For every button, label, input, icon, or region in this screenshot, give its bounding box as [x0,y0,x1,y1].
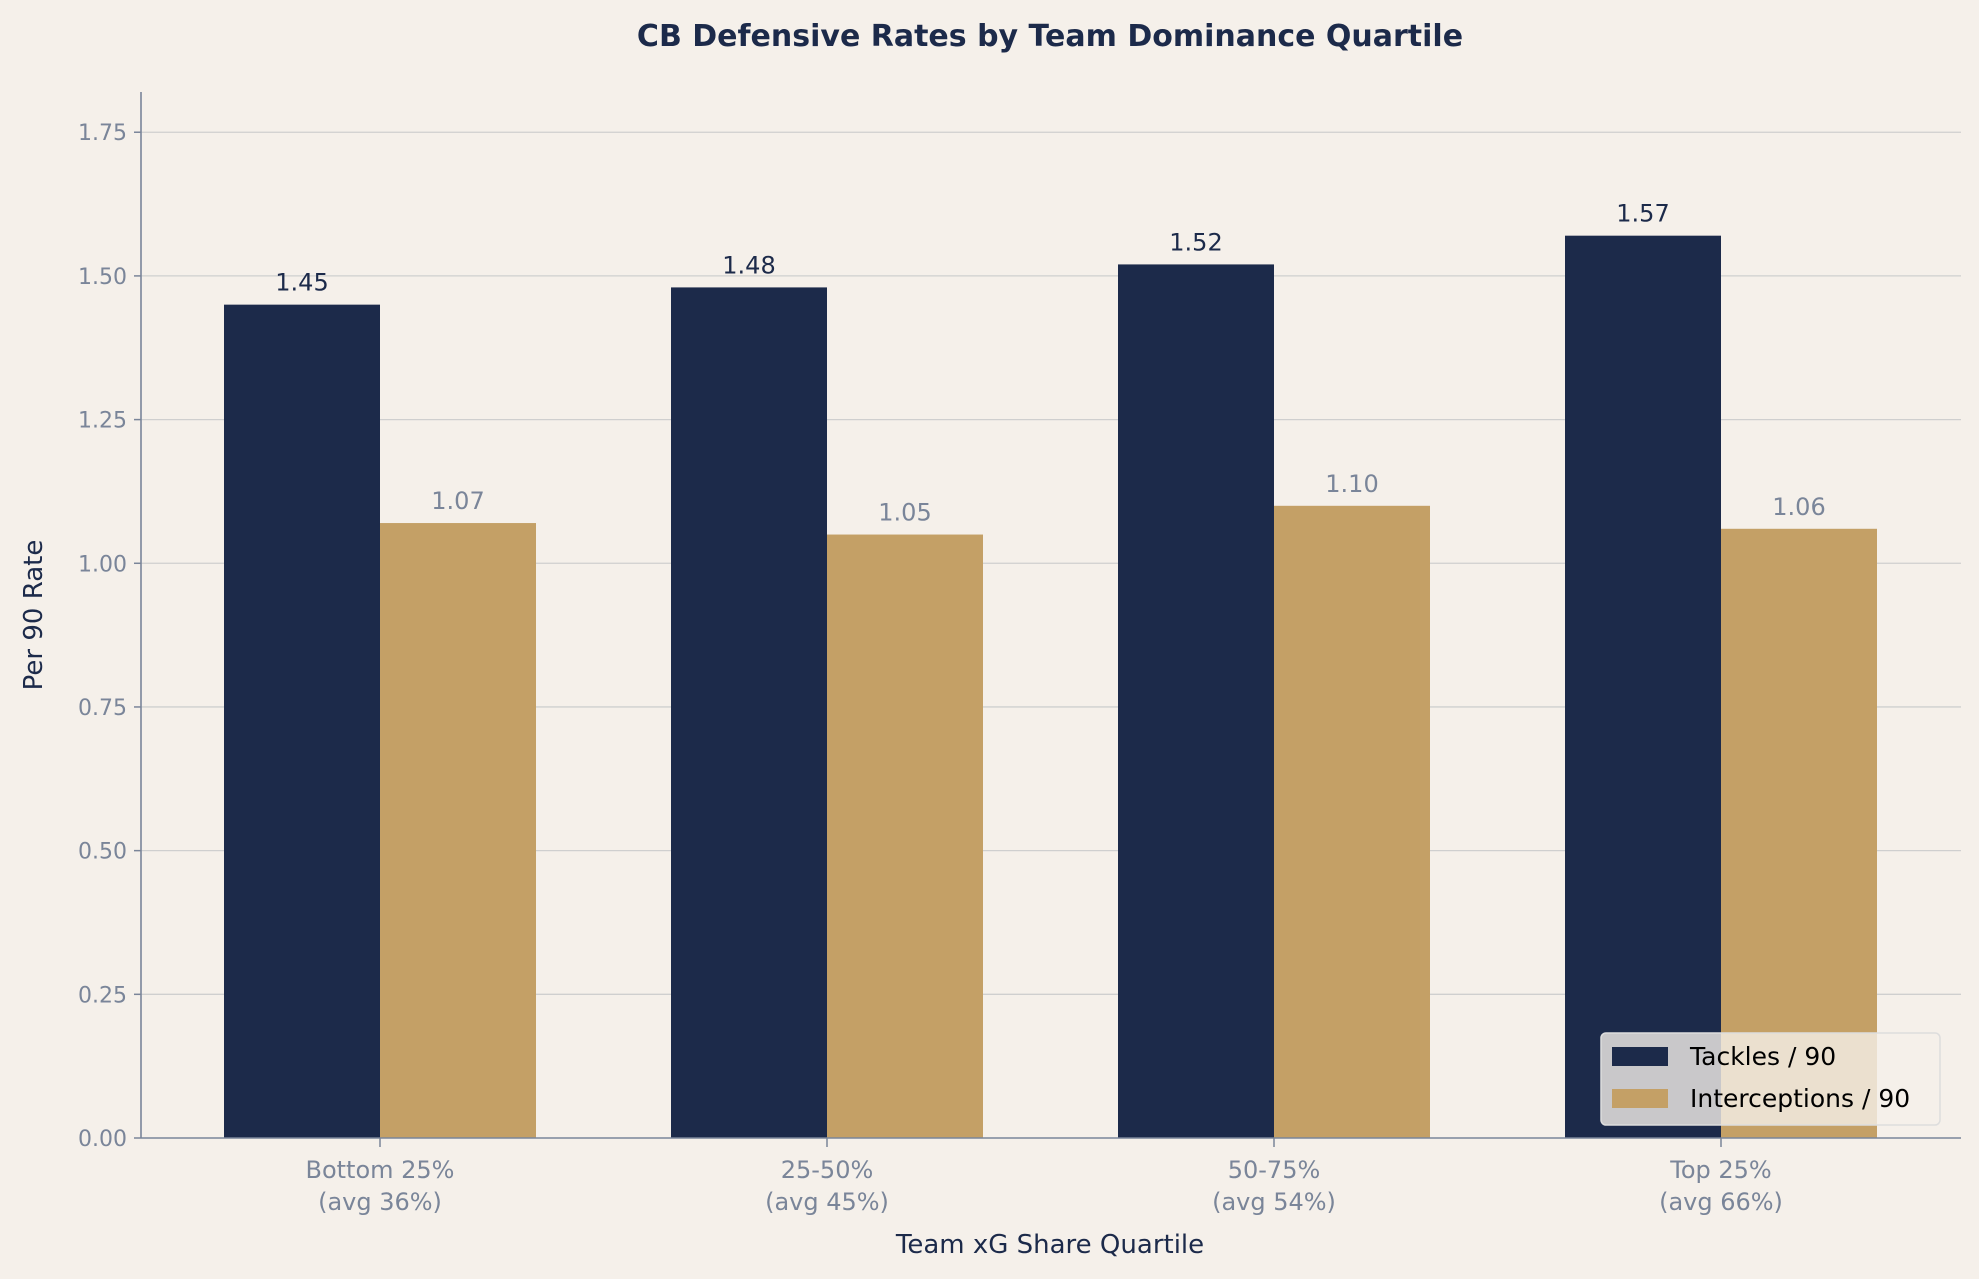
x-tick-label: (avg 54%) [1212,1188,1336,1216]
bar-interceptions [1274,505,1430,1138]
y-tick-label: 1.75 [78,121,127,146]
legend-swatch [1612,1089,1668,1108]
x-axis-label: Team xG Share Quartile [895,1230,1204,1260]
data-label: 1.07 [431,487,484,515]
y-tick-label: 0.75 [78,696,127,721]
legend: Tackles / 90 Interceptions / 90 [1600,1032,1941,1126]
y-tick-label: 1.50 [78,265,127,290]
bar-interceptions [380,523,536,1138]
data-label: 1.48 [722,251,775,279]
y-axis-label: Per 90 Rate [19,540,49,691]
bar-interceptions [827,534,983,1138]
x-tick-label: (avg 45%) [765,1188,889,1216]
bar-tackles [1565,235,1721,1138]
bar-tackles [671,287,827,1138]
y-tick-label: 0.50 [78,840,127,865]
y-tick-label: 1.25 [78,409,127,434]
data-label: 1.05 [878,499,931,527]
x-tick-label: (avg 66%) [1659,1188,1783,1216]
chart-title: CB Defensive Rates by Team Dominance Qua… [637,19,1463,54]
y-tick-label: 0.00 [78,1127,127,1152]
data-label: 1.57 [1616,200,1669,228]
bar-tackles [224,304,380,1139]
data-label: 1.52 [1169,228,1222,256]
x-tick-label: 25-50% [781,1156,874,1184]
x-tick-label: Top 25% [1669,1156,1771,1184]
bar-tackles [1118,264,1274,1138]
data-label: 1.06 [1772,493,1825,521]
legend-swatch [1612,1047,1668,1066]
x-tick-label: (avg 36%) [318,1188,442,1216]
legend-box [1600,1032,1941,1126]
y-tick-label: 1.00 [78,552,127,577]
data-label: 1.45 [275,269,328,297]
x-tick-label: Bottom 25% [305,1156,454,1184]
legend-label: Interceptions / 90 [1690,1084,1910,1113]
data-label: 1.10 [1325,470,1378,498]
x-tick-label: 50-75% [1228,1156,1321,1184]
y-tick-label: 0.25 [78,983,127,1008]
legend-label: Tackles / 90 [1689,1042,1836,1071]
